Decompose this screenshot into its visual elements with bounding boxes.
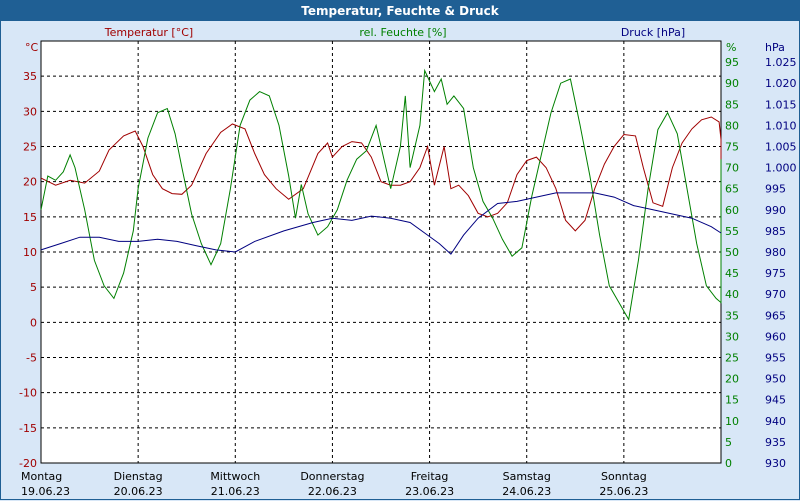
temperature-tick-label: -20: [19, 457, 37, 470]
humidity-tick-label: 25: [725, 352, 739, 365]
x-tick-day-label: Dienstag: [114, 470, 163, 483]
x-tick-day-label: Freitag: [411, 470, 449, 483]
x-tick-day-label: Sonntag: [601, 470, 647, 483]
temperature-tick-label: 30: [23, 105, 37, 118]
humidity-axis-title: rel. Feuchte [%]: [359, 26, 446, 39]
humidity-tick-label: 45: [725, 267, 739, 280]
x-tick-day-label: Samstag: [503, 470, 551, 483]
humidity-tick-label: 10: [725, 415, 739, 428]
x-tick-date-label: 19.06.23: [21, 485, 70, 498]
x-tick-date-label: 22.06.23: [308, 485, 357, 498]
x-tick-day-label: Montag: [21, 470, 62, 483]
pressure-tick-label: 1.000: [765, 162, 797, 175]
pressure-tick-label: 970: [765, 288, 786, 301]
pressure-tick-label: 1.020: [765, 77, 797, 90]
pressure-tick-label: 1.010: [765, 119, 797, 132]
humidity-tick-label: 5: [725, 436, 732, 449]
x-tick-date-label: 21.06.23: [211, 485, 260, 498]
temperature-axis-title: Temperatur [°C]: [104, 26, 193, 39]
humidity-tick-label: 0: [725, 457, 732, 470]
humidity-tick-label: 75: [725, 141, 739, 154]
temperature-tick-label: 10: [23, 246, 37, 259]
humidity-tick-label: 20: [725, 373, 739, 386]
x-tick-date-label: 23.06.23: [405, 485, 454, 498]
humidity-tick-label: 40: [725, 288, 739, 301]
pressure-unit-label: hPa: [765, 41, 785, 54]
pressure-tick-label: 1.015: [765, 98, 797, 111]
pressure-tick-label: 945: [765, 394, 786, 407]
pressure-tick-label: 955: [765, 352, 786, 365]
x-tick-date-label: 20.06.23: [114, 485, 163, 498]
pressure-tick-label: 1.025: [765, 56, 797, 69]
temperature-tick-label: -5: [26, 352, 37, 365]
x-tick-date-label: 24.06.23: [502, 485, 551, 498]
humidity-tick-label: 30: [725, 330, 739, 343]
temperature-line: [40, 116, 722, 232]
humidity-tick-label: 35: [725, 309, 739, 322]
temperature-tick-label: -10: [19, 387, 37, 400]
x-tick-day-label: Mittwoch: [210, 470, 260, 483]
humidity-tick-label: 95: [725, 56, 739, 69]
temperature-unit-label: °C: [25, 41, 39, 54]
temperature-tick-label: -15: [19, 422, 37, 435]
temperature-tick-label: 35: [23, 70, 37, 83]
temperature-tick-label: 15: [23, 211, 37, 224]
pressure-tick-label: 1.005: [765, 141, 797, 154]
x-tick-day-label: Donnerstag: [300, 470, 364, 483]
temperature-tick-label: 0: [30, 316, 37, 329]
pressure-line: [40, 192, 722, 255]
temperature-tick-label: 5: [30, 281, 37, 294]
humidity-tick-label: 50: [725, 246, 739, 259]
humidity-tick-label: 55: [725, 225, 739, 238]
humidity-tick-label: 65: [725, 183, 739, 196]
chart-title: Temperatur, Feuchte & Druck: [1, 1, 799, 21]
humidity-tick-label: 60: [725, 204, 739, 217]
pressure-tick-label: 965: [765, 309, 786, 322]
x-tick-date-label: 25.06.23: [599, 485, 648, 498]
pressure-tick-label: 975: [765, 267, 786, 280]
pressure-tick-label: 940: [765, 415, 786, 428]
pressure-tick-label: 930: [765, 457, 786, 470]
humidity-tick-label: 15: [725, 394, 739, 407]
humidity-tick-label: 70: [725, 162, 739, 175]
humidity-line: [40, 68, 722, 321]
pressure-tick-label: 980: [765, 246, 786, 259]
temperature-tick-label: 20: [23, 176, 37, 189]
temperature-tick-label: 25: [23, 141, 37, 154]
pressure-tick-label: 995: [765, 183, 786, 196]
humidity-tick-label: 85: [725, 98, 739, 111]
humidity-tick-label: 90: [725, 77, 739, 90]
humidity-unit-label: %: [726, 41, 736, 54]
pressure-axis-title: Druck [hPa]: [621, 26, 685, 39]
pressure-tick-label: 990: [765, 204, 786, 217]
pressure-tick-label: 960: [765, 330, 786, 343]
pressure-tick-label: 950: [765, 373, 786, 386]
pressure-tick-label: 985: [765, 225, 786, 238]
pressure-tick-label: 935: [765, 436, 786, 449]
humidity-tick-label: 80: [725, 119, 739, 132]
